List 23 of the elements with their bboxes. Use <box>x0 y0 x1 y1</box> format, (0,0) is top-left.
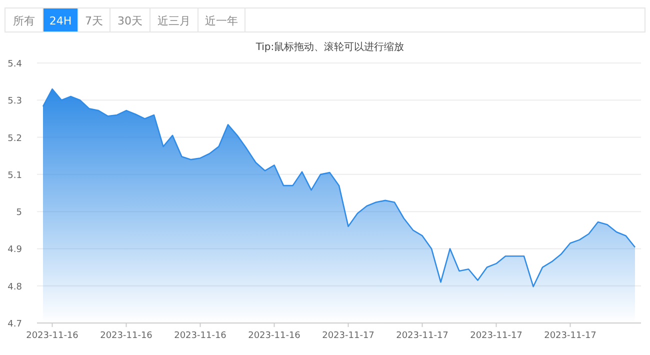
text: 近一年 <box>205 14 238 28</box>
x-tick-label: 2023-11-17 <box>544 331 596 341</box>
x-tick-label: 2023-11-16 <box>26 331 79 341</box>
y-tick-label: 4.9 <box>8 245 22 256</box>
x-tick-label: 2023-11-17 <box>322 331 374 341</box>
text: 24H <box>49 14 72 28</box>
text: Tip:鼠标拖动、滚轮可以进行缩放 <box>254 41 404 53</box>
x-tick-label: 2023-11-17 <box>470 331 522 341</box>
text: 近三月 <box>158 14 190 28</box>
y-tick-label: 4.7 <box>8 320 22 330</box>
y-tick-label: 5.2 <box>8 134 22 144</box>
y-tick-label: 4.8 <box>8 282 22 292</box>
y-tick-label: 5 <box>16 208 22 218</box>
y-tick-label: 5.3 <box>8 96 22 107</box>
x-tick-label: 2023-11-16 <box>174 331 227 341</box>
y-tick-label: 5.1 <box>8 170 22 181</box>
x-tick-label: 2023-11-16 <box>248 331 301 341</box>
text: 所有 <box>13 14 35 28</box>
x-tick-label: 2023-11-16 <box>100 331 153 341</box>
x-tick-label: 2023-11-17 <box>396 331 448 341</box>
text: 7天 <box>85 14 103 28</box>
y-tick-label: 5.4 <box>8 60 22 70</box>
text: 30天 <box>118 14 142 28</box>
